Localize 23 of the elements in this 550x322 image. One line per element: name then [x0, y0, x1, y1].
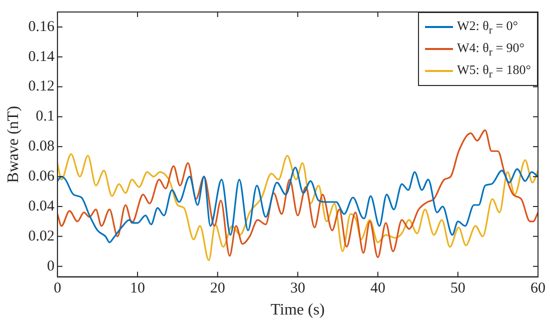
- y-tick-label: 0.14: [28, 48, 55, 65]
- y-axis-title: Bwave (nT): [4, 106, 22, 183]
- line-series: [57, 153, 538, 262]
- x-tick-label: 30: [290, 280, 306, 297]
- x-tick-label: 60: [530, 280, 546, 297]
- line-series: [57, 166, 538, 244]
- y-tick-label: 0.06: [28, 168, 55, 184]
- y-tick-label: 0: [46, 258, 54, 274]
- line-series: [57, 129, 538, 258]
- y-tick-label: 0.16: [28, 18, 55, 35]
- x-tick-label: 40: [370, 280, 386, 297]
- y-tick-label: 0.12: [28, 78, 54, 95]
- x-tick-label: 20: [210, 280, 226, 297]
- x-axis-title: Time (s): [270, 302, 325, 319]
- legend-label: W2: θ$_{r}$ = 0°: [456, 18, 518, 36]
- legend-label: W5: θ$_{r}$ = 180°: [456, 62, 531, 80]
- y-tick-label: 0.04: [28, 198, 55, 214]
- y-tick-label: 0.1: [36, 108, 54, 125]
- legend-label: W4: θ$_{r}$ = 90°: [456, 40, 524, 58]
- x-tick-label: 10: [130, 280, 146, 297]
- x-tick-label: 50: [450, 280, 466, 297]
- y-tick-label: 0.08: [28, 138, 54, 155]
- y-tick-label: 0.02: [28, 228, 54, 244]
